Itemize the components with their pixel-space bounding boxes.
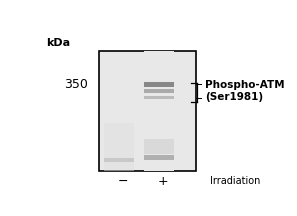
Text: 350: 350 bbox=[64, 78, 88, 91]
Text: Phospho-ATM: Phospho-ATM bbox=[205, 80, 284, 90]
Bar bbox=[144, 51, 174, 171]
Bar bbox=[144, 155, 174, 160]
Text: (Ser1981): (Ser1981) bbox=[205, 92, 263, 102]
Bar bbox=[104, 158, 134, 162]
Bar bbox=[144, 139, 174, 154]
Bar bbox=[99, 51, 196, 171]
Bar bbox=[144, 96, 174, 99]
Text: +: + bbox=[157, 175, 168, 188]
Text: Irradiation: Irradiation bbox=[210, 176, 260, 186]
Text: kDa: kDa bbox=[46, 38, 70, 48]
Bar bbox=[144, 89, 174, 93]
Bar bbox=[144, 82, 174, 87]
Text: −: − bbox=[118, 175, 129, 188]
Bar bbox=[104, 123, 134, 171]
